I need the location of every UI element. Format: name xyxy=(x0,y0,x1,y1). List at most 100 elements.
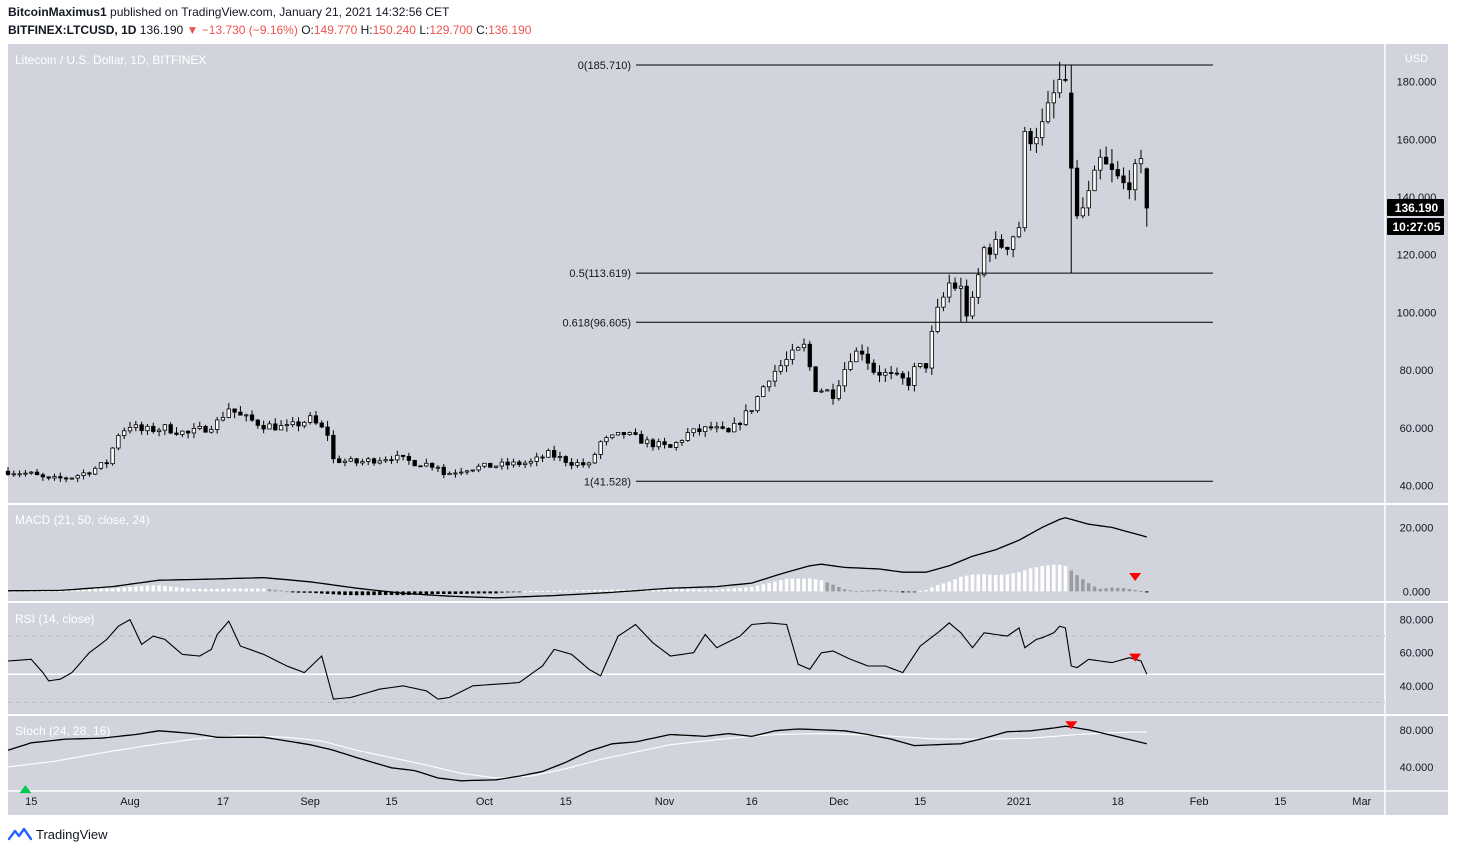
candle-down xyxy=(151,425,156,432)
macd-histogram-bar xyxy=(564,590,568,592)
candle-up xyxy=(215,419,220,430)
candle-up xyxy=(464,470,470,473)
macd-histogram-bar xyxy=(209,588,214,592)
macd-histogram-bar xyxy=(964,575,969,592)
macd-histogram-bar xyxy=(761,584,766,592)
macd-histogram-bar xyxy=(680,589,684,592)
candle-up xyxy=(348,458,353,462)
candle-up xyxy=(302,421,307,427)
candle-down xyxy=(1144,168,1149,209)
candle-down xyxy=(923,363,929,369)
candle-up xyxy=(842,369,847,387)
candle-up xyxy=(267,423,272,430)
stoch-k-line xyxy=(7,725,1147,782)
countdown-badge: 10:27:05 xyxy=(1392,220,1440,234)
macd-histogram-bar xyxy=(1133,589,1137,592)
macd-histogram-bar xyxy=(1075,575,1079,592)
macd-label: MACD (21, 50, close, 24) xyxy=(15,513,150,527)
candle-up xyxy=(935,306,940,332)
macd-histogram-bar xyxy=(476,591,481,594)
macd-histogram-bar xyxy=(157,585,161,592)
macd-histogram-bar xyxy=(662,588,667,592)
green-up-arrow-icon xyxy=(19,785,32,794)
macd-histogram-bar xyxy=(232,588,237,592)
macd-histogram-bar xyxy=(697,589,702,592)
price-tick-label: 60.000 xyxy=(1400,423,1434,435)
candle-down xyxy=(563,456,568,463)
candle-up xyxy=(470,469,475,472)
candle-up xyxy=(586,462,592,466)
macd-histogram-bar xyxy=(1081,579,1085,592)
macd-histogram-bar xyxy=(784,578,789,592)
macd-histogram-bar xyxy=(41,591,45,593)
macd-histogram-bar xyxy=(424,591,429,595)
macd-tick-label: 0.000 xyxy=(1403,586,1431,598)
macd-histogram-bar xyxy=(186,588,190,592)
macd-histogram-bar xyxy=(767,582,771,592)
stoch-d-line xyxy=(7,731,1147,779)
candle-down xyxy=(325,426,330,436)
macd-histogram-bar xyxy=(314,591,318,594)
candle-up xyxy=(929,331,934,369)
candle-down xyxy=(877,371,882,376)
candle-down xyxy=(1074,167,1080,217)
macd-histogram-bar xyxy=(1098,588,1103,592)
candle-down xyxy=(964,285,969,317)
macd-histogram-bar xyxy=(279,590,283,592)
macd-histogram-bar xyxy=(366,591,370,596)
price-tick-label: 40.000 xyxy=(1400,481,1434,493)
candle-down xyxy=(639,433,644,444)
candle-up xyxy=(691,428,696,434)
macd-histogram-bar xyxy=(471,591,475,594)
candle-up xyxy=(557,456,563,458)
macd-histogram-bar xyxy=(523,591,527,593)
rsi-tick-label: 40.000 xyxy=(1400,681,1434,693)
time-tick-label: Feb xyxy=(1190,796,1209,808)
macd-histogram-bar xyxy=(308,591,312,593)
macd-histogram-bar xyxy=(581,590,585,592)
macd-histogram-bar xyxy=(988,574,992,592)
candle-up xyxy=(534,456,539,462)
candle-up xyxy=(732,422,737,433)
candle-up xyxy=(1016,227,1022,238)
candle-up xyxy=(883,372,888,376)
macd-histogram-bar xyxy=(779,580,783,592)
macd-histogram-bar xyxy=(354,591,359,596)
candle-up xyxy=(342,460,348,463)
price-change: −13.730 (−9.16%) xyxy=(201,23,298,37)
macd-histogram-bar xyxy=(349,591,353,596)
candle-up xyxy=(1092,169,1097,192)
candle-up xyxy=(1086,190,1091,209)
candle-up xyxy=(679,440,685,443)
candle-down xyxy=(888,372,894,374)
macd-histogram-bar xyxy=(465,591,469,594)
candle-down xyxy=(871,362,876,373)
macd-histogram-bar xyxy=(575,590,580,592)
macd-histogram-bar xyxy=(732,588,737,592)
time-tick-label: 16 xyxy=(746,796,758,808)
macd-histogram-bar xyxy=(238,588,243,592)
macd-histogram-bar xyxy=(627,589,632,592)
macd-histogram-bar xyxy=(105,588,109,592)
macd-histogram-bar xyxy=(1069,570,1073,592)
stoch-tick-label: 80.000 xyxy=(1400,725,1434,737)
time-tick-label: 17 xyxy=(217,796,229,808)
candle-up xyxy=(11,473,16,476)
macd-histogram-bar xyxy=(122,587,126,592)
candle-up xyxy=(1057,79,1062,94)
macd-histogram-bar xyxy=(418,591,423,595)
candle-down xyxy=(337,458,342,463)
macd-histogram-bar xyxy=(895,591,899,593)
candle-up xyxy=(476,465,481,471)
candle-down xyxy=(668,444,673,448)
red-down-arrow-icon xyxy=(1065,721,1078,730)
macd-histogram-bar xyxy=(459,591,463,594)
time-tick-label: 15 xyxy=(560,796,572,808)
author-name[interactable]: BitcoinMaximus1 xyxy=(8,5,107,19)
candle-up xyxy=(604,437,609,443)
time-tick-label: 18 xyxy=(1112,796,1124,808)
candle-up xyxy=(447,472,452,476)
candle-up xyxy=(1051,92,1056,104)
macd-histogram-bar xyxy=(854,591,859,593)
